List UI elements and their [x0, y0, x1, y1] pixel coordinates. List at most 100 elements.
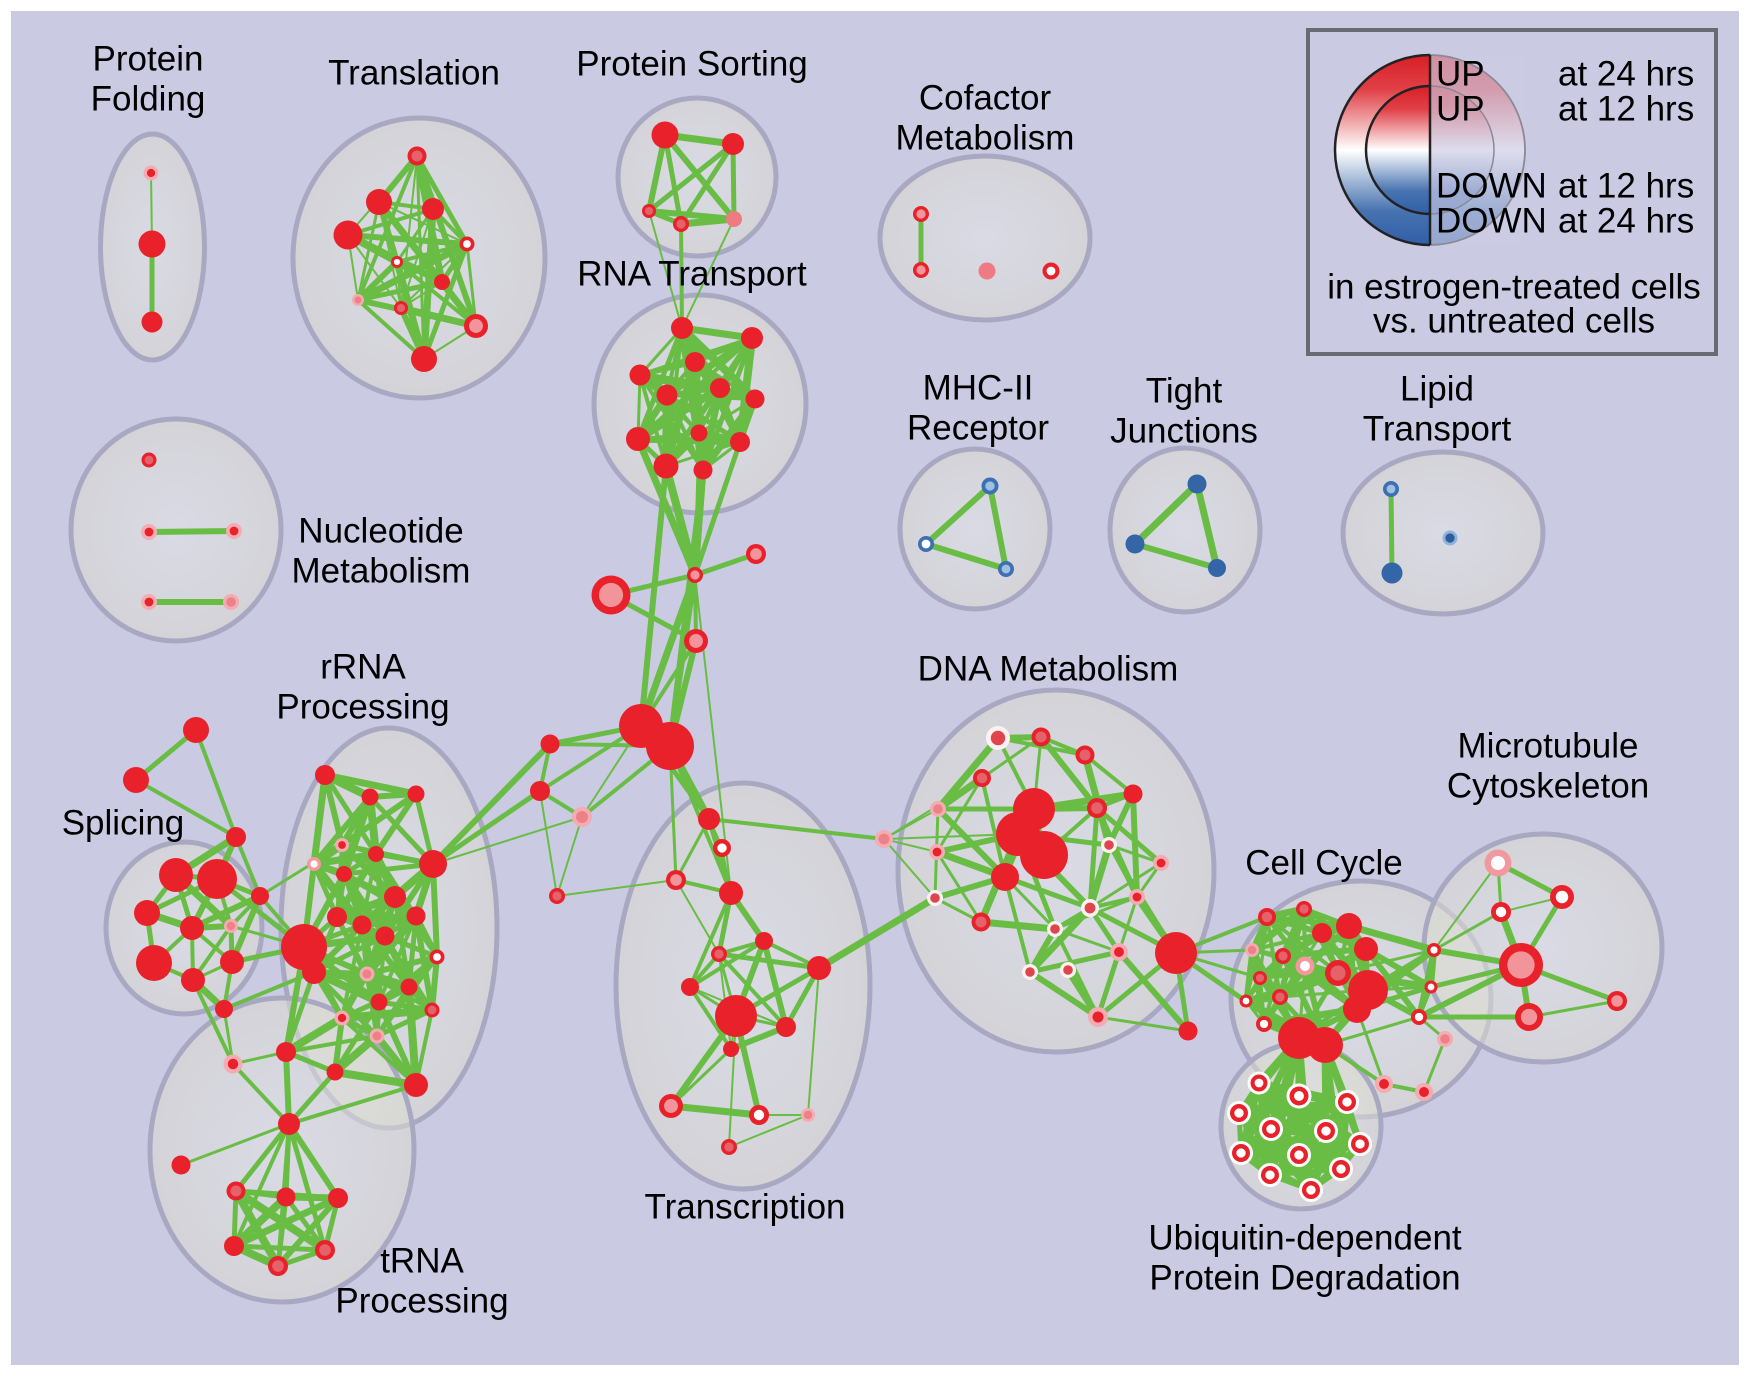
node-core-u2	[1294, 1091, 1304, 1101]
edge-rr20-rr21	[338, 1006, 436, 1022]
node-t4	[719, 881, 743, 905]
legend-inner-right-arc	[1429, 85, 1495, 215]
node-core-tl6	[393, 258, 401, 266]
node-rr6	[336, 866, 352, 882]
edge-cc4-rc1	[1345, 922, 1438, 954]
node-core-t3	[670, 874, 682, 886]
node-core-cc12	[1242, 997, 1250, 1005]
node-core-rc1	[1430, 946, 1438, 954]
edge-rr7-rr12	[374, 852, 418, 918]
edge-tr4-tr7	[283, 1194, 328, 1253]
node-core-mt6	[1520, 1008, 1538, 1026]
node-d5	[1123, 784, 1143, 804]
edge-cc5-cc7	[1280, 946, 1369, 959]
edge-mt6-mt5	[1527, 999, 1619, 1019]
node-sp2	[197, 859, 237, 899]
cluster-label-cofactor-metabolism-line2: Metabolism	[896, 118, 1075, 157]
edge-tr1-tr5	[286, 1121, 341, 1201]
node-tr5	[328, 1188, 348, 1208]
edge-t6-t10	[717, 952, 788, 1029]
legend-outer-left-arc	[1333, 53, 1431, 247]
edge-r11-hub1	[638, 463, 669, 729]
edge-r10-r11	[664, 440, 742, 468]
node-core-u1	[1254, 1078, 1264, 1088]
node-t11	[723, 1041, 739, 1057]
node-tl4	[333, 220, 363, 250]
node-d15	[991, 863, 1019, 891]
edge-t5-t10	[761, 938, 789, 1030]
edge-d25-cc16	[1173, 950, 1302, 1041]
node-rr14	[281, 924, 327, 970]
edge-tj1-tj2	[1131, 480, 1201, 548]
node-core-d22	[1025, 967, 1035, 977]
edge-rr21-rr23	[282, 1014, 346, 1056]
node-core-mt4	[1507, 951, 1535, 979]
node-lp3	[1381, 562, 1403, 584]
edge-sp11-sp8	[191, 978, 235, 1066]
node-r10	[730, 432, 750, 452]
node-r1	[671, 317, 693, 339]
node-core-rr22	[372, 1031, 382, 1041]
edge-tj2-tj3	[1132, 541, 1220, 571]
node-tr2	[171, 1155, 191, 1175]
edge-r2-r11	[663, 335, 755, 469]
node-d26	[1178, 1021, 1198, 1041]
node-core-n4	[144, 597, 154, 607]
node-core-tl9	[396, 303, 406, 313]
node-core-d11	[878, 833, 890, 845]
node-core-u3	[1342, 1097, 1352, 1107]
legend-direction-1: UP	[1436, 54, 1485, 93]
cluster-label-translation: Translation	[328, 53, 500, 92]
edge-t12-t13	[667, 1102, 763, 1119]
node-core-rc2	[1427, 983, 1435, 991]
edge-ps1-ps4	[662, 132, 684, 227]
cluster-label-ubiquitin-line1: Ubiquitin-dependent	[1148, 1218, 1462, 1257]
edge-t8-t14	[807, 967, 820, 1116]
edge-rr1-rr3	[321, 771, 420, 798]
edge-t6-t8	[716, 951, 822, 971]
edge-ps1-ps5	[662, 132, 737, 222]
node-rr12	[406, 906, 426, 926]
node-core-cc1	[1261, 911, 1273, 923]
legend-fade-right	[1430, 55, 1525, 245]
edge-rr3-rr7	[373, 791, 419, 857]
edge-cc16-u8	[1237, 1034, 1303, 1157]
legend-time-2: at 12 hrs	[1558, 89, 1694, 128]
cluster-label-mhc-ii-receptor-line1: MHC-II	[923, 368, 1034, 407]
node-core-cc15	[1259, 1019, 1269, 1029]
node-r6	[656, 384, 678, 406]
node-core-tr8	[272, 1260, 284, 1272]
node-core-m1	[985, 481, 995, 491]
edge-tl9-tl10	[397, 304, 480, 330]
node-core-d12	[932, 847, 942, 857]
edge-ps4-r1	[679, 222, 684, 330]
cluster-ellipse-cofactor-metabolism	[877, 153, 1093, 323]
legend-time-3: at 12 hrs	[1558, 166, 1694, 205]
cluster-label-cofactor-metabolism-line1: Cofactor	[919, 78, 1052, 117]
edge-tj1-tj3	[1193, 480, 1221, 572]
node-core-j2	[750, 548, 762, 560]
edge-ps3-r1	[648, 210, 683, 329]
edge-sp6-rr4	[258, 843, 344, 898]
node-core-t2	[717, 843, 727, 853]
node-tl11	[411, 346, 437, 372]
edge-rr16-rr20	[429, 954, 440, 1013]
node-t8	[807, 956, 831, 980]
node-core-lp2	[1445, 533, 1455, 543]
edge-rr24-rr25	[331, 1068, 420, 1089]
node-ps2	[722, 133, 744, 155]
node-core-n2	[144, 527, 154, 537]
node-sp10	[215, 1000, 233, 1018]
node-rr11	[352, 915, 372, 935]
node-core-rr17	[362, 969, 372, 979]
edge-tl7-tl9	[400, 281, 443, 309]
edge-rr17-rr21	[339, 971, 370, 1021]
cluster-ellipse-transcription	[613, 780, 873, 1192]
edge-d11-d16	[883, 838, 936, 899]
node-core-cc9	[1330, 965, 1346, 981]
node-core-u10	[1265, 1170, 1275, 1180]
node-sp3	[134, 900, 160, 926]
node-core-cc6	[1247, 945, 1257, 955]
